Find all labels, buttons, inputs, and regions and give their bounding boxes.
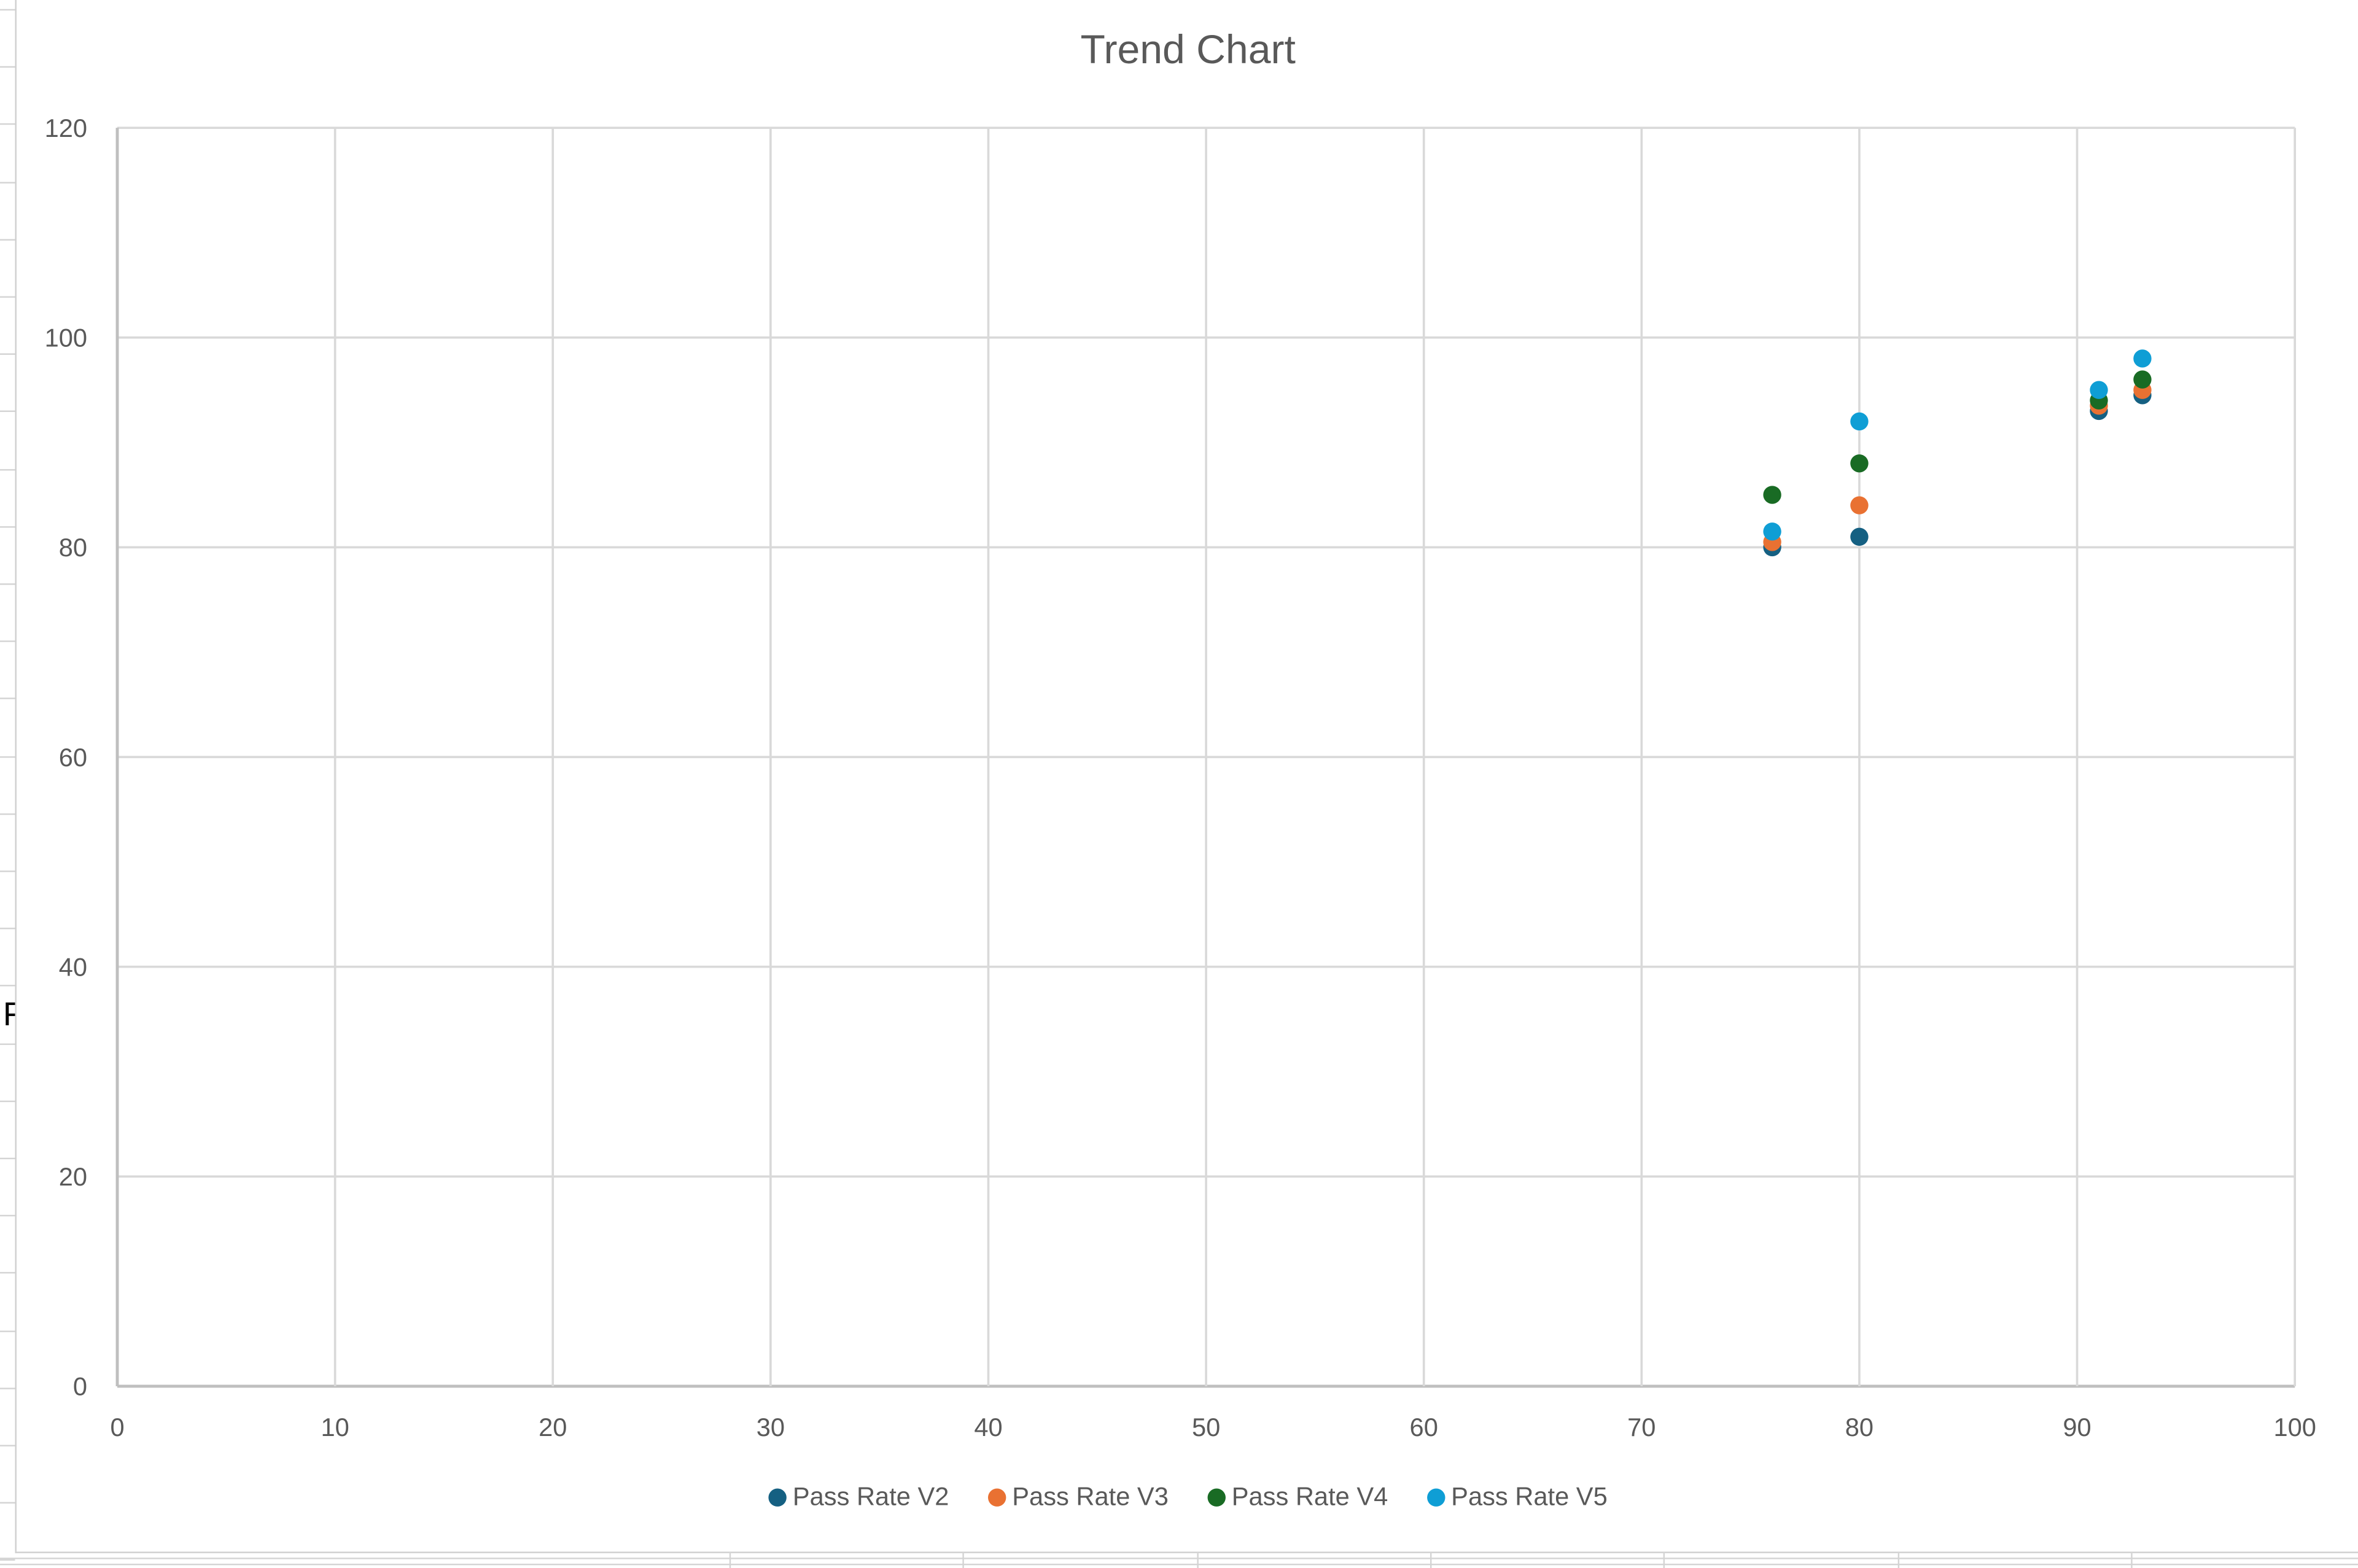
x-tick-label: 30 — [757, 1413, 785, 1442]
sheet-column-line — [1663, 1553, 1665, 1568]
sheet-row-line — [0, 526, 15, 528]
data-point[interactable] — [1850, 496, 1869, 514]
x-tick-label: 0 — [110, 1413, 124, 1442]
x-tick-label: 10 — [321, 1413, 349, 1442]
data-point[interactable] — [2090, 381, 2108, 399]
legend-item[interactable]: Pass Rate V2 — [768, 1482, 949, 1513]
data-point[interactable] — [1850, 412, 1869, 431]
sheet-row-line — [0, 985, 15, 987]
plot-area[interactable]: 0 20 40 60 80 100 120 0 10 20 30 40 50 60 70 80 90 100 — [17, 0, 2358, 1551]
sheet-row-line — [0, 1272, 15, 1275]
y-tick-label: 120 — [45, 114, 87, 142]
sheet-row-line — [0, 1445, 15, 1446]
legend-item[interactable]: Pass Rate V5 — [1426, 1482, 1608, 1513]
sheet-column-line — [962, 1553, 964, 1568]
legend-label: Pass Rate V4 — [1231, 1482, 1388, 1512]
sheet-row-line — [0, 9, 15, 11]
sheet-column-line — [729, 1553, 731, 1568]
sheet-row-line — [0, 1330, 15, 1332]
legend-item[interactable]: Pass Rate V3 — [988, 1483, 1169, 1513]
x-tick-label: 80 — [1845, 1413, 1874, 1442]
legend-marker-icon — [1207, 1488, 1226, 1507]
y-tick-label: 100 — [45, 323, 87, 352]
data-point[interactable] — [2133, 370, 2152, 389]
x-tick-label: 60 — [1410, 1413, 1438, 1442]
data-point[interactable] — [1850, 454, 1869, 473]
sheet-row-line — [0, 755, 15, 758]
sheet-row-line — [0, 1100, 15, 1102]
sheet-column-line — [1430, 1553, 1432, 1568]
y-tick-label: 0 — [73, 1372, 87, 1401]
sheet-row-line — [0, 698, 15, 700]
sheet-row-line — [0, 1387, 15, 1389]
y-tick-label: 60 — [59, 743, 87, 772]
data-point[interactable] — [1763, 486, 1781, 504]
sheet-row-line — [0, 1042, 15, 1045]
legend-label: Pass Rate V3 — [1012, 1482, 1169, 1512]
sheet-row-line — [0, 353, 15, 355]
sheet-row-line — [0, 583, 15, 585]
sheet-row-line — [0, 1558, 2358, 1559]
legend-label: Pass Rate V2 — [792, 1482, 949, 1512]
sheet-row-line — [0, 1563, 2358, 1566]
x-tick-label: 100 — [2273, 1413, 2316, 1442]
sheet-row-line — [0, 411, 15, 413]
sheet-row-line — [0, 123, 15, 126]
sheet-column-line — [1197, 1553, 1199, 1568]
sheet-row-line — [0, 813, 15, 815]
legend-marker-icon — [768, 1488, 787, 1507]
data-point[interactable] — [2133, 349, 2152, 368]
sheet-row-line — [0, 181, 15, 183]
sheet-row-line — [0, 1502, 15, 1504]
sheet-row-line — [0, 66, 15, 68]
data-point[interactable] — [1850, 527, 1869, 546]
y-tick-label: 20 — [59, 1162, 87, 1191]
sheet-row-line — [0, 238, 15, 241]
x-tick-label: 40 — [974, 1413, 1002, 1442]
sheet-row-line — [0, 1559, 15, 1562]
legend-label: Pass Rate V5 — [1451, 1482, 1608, 1512]
chart-title[interactable]: Trend Chart — [1080, 27, 1296, 72]
x-tick-label: 90 — [2063, 1413, 2091, 1442]
sheet-row-line — [0, 296, 15, 298]
y-tick-label: 80 — [59, 533, 87, 562]
x-tick-label: 70 — [1627, 1413, 1656, 1442]
legend-marker-icon — [988, 1488, 1006, 1507]
sheet-column-line — [1897, 1553, 1900, 1568]
sheet-row-line — [0, 468, 15, 470]
y-tick-label: 40 — [59, 952, 87, 981]
sheet-row-line — [0, 870, 15, 872]
chart-object[interactable]: Trend Chart 0 20 40 60 80 100 120 0 10 20 30 40 50 60… — [15, 0, 2358, 1553]
sheet-row-line — [0, 1157, 15, 1160]
sheet-row-line — [0, 1215, 15, 1217]
sheet-row-line — [0, 928, 15, 930]
chart-legend[interactable]: Pass Rate V2 Pass Rate V3 Pass Rate V4 Pass… — [17, 1483, 2358, 1513]
x-tick-label: 50 — [1192, 1413, 1220, 1442]
sheet-column-line — [2131, 1553, 2133, 1568]
legend-marker-icon — [1426, 1488, 1446, 1507]
data-point[interactable] — [1763, 522, 1781, 541]
legend-item[interactable]: Pass Rate V4 — [1207, 1482, 1388, 1513]
sheet-row-line — [0, 640, 15, 643]
x-tick-label: 20 — [539, 1413, 567, 1442]
